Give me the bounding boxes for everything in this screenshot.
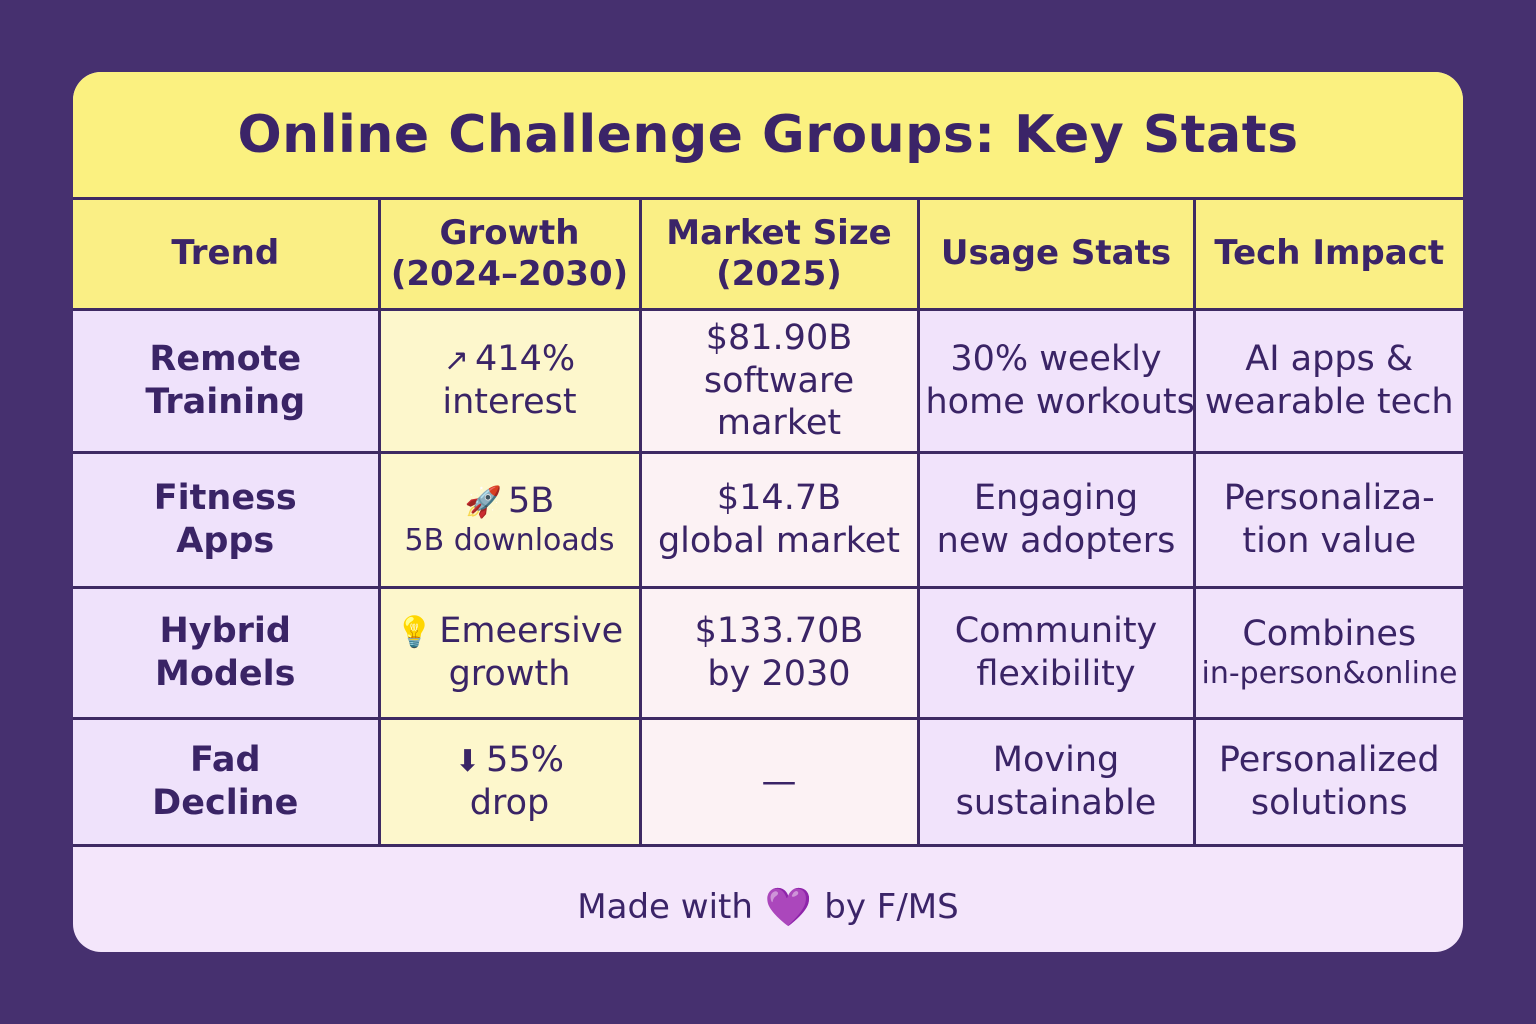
- heart-icon: 💜: [764, 884, 813, 929]
- table-row-fitness-apps: Fitness Apps 🚀 5B 5B downloads $14.7B glo…: [73, 451, 1463, 589]
- header-market-size: Market Size (2025): [638, 197, 920, 311]
- usage-cell: Community flexibility: [916, 586, 1196, 720]
- arrow-down-icon: ⬇: [455, 744, 481, 780]
- growth-cell: ↗ 414% interest: [377, 308, 642, 454]
- page-title: Online Challenge Groups: Key Stats: [237, 104, 1299, 165]
- growth-cell: ⬇ 55% drop: [377, 717, 642, 847]
- lightbulb-icon: 💡: [395, 615, 434, 651]
- usage-cell: Engaging new adopters: [916, 451, 1196, 589]
- header-growth: Growth (2024–2030): [377, 197, 642, 311]
- table-row-fad-decline: Fad Decline ⬇ 55% drop — Moving sustainab…: [73, 717, 1463, 847]
- tech-cell: AI apps & wearable tech: [1192, 308, 1463, 454]
- header-row: Trend Growth (2024–2030) Market Size (20…: [73, 197, 1463, 311]
- usage-cell: 30% weekly home workouts: [916, 308, 1196, 454]
- header-trend: Trend: [73, 197, 381, 311]
- usage-cell: Moving sustainable: [916, 717, 1196, 847]
- footer-suffix: by F/MS: [824, 887, 959, 927]
- footer-credit: Made with 💜 by F/MS: [73, 862, 1463, 952]
- trend-cell: Remote Training: [73, 308, 381, 454]
- header-usage-stats: Usage Stats: [916, 197, 1196, 311]
- footer-prefix: Made with: [577, 887, 753, 927]
- market-cell: $81.90B software market: [638, 308, 920, 454]
- tech-cell: Personaliza- tion value: [1192, 451, 1463, 589]
- growth-cell: 💡 Emeersive growth: [377, 586, 642, 720]
- market-cell: $133.70B by 2030: [638, 586, 920, 720]
- trend-cell: Fad Decline: [73, 717, 381, 847]
- trend-cell: Hybrid Models: [73, 586, 381, 720]
- stats-table: Trend Growth (2024–2030) Market Size (20…: [73, 197, 1463, 847]
- rocket-icon: 🚀: [464, 485, 503, 521]
- tech-cell: Combines in-person&online: [1192, 586, 1463, 720]
- arrow-up-right-icon: ↗: [443, 343, 470, 379]
- table-row-remote-training: Remote Training ↗ 414% interest $81.90B s…: [73, 308, 1463, 454]
- growth-cell: 🚀 5B 5B downloads: [377, 451, 642, 589]
- title-bar: Online Challenge Groups: Key Stats: [73, 72, 1463, 197]
- table-row-hybrid-models: Hybrid Models 💡 Emeersive growth $133.70B…: [73, 586, 1463, 720]
- market-cell: $14.7B global market: [638, 451, 920, 589]
- trend-cell: Fitness Apps: [73, 451, 381, 589]
- header-tech-impact: Tech Impact: [1192, 197, 1463, 311]
- stats-card: Online Challenge Groups: Key Stats Trend…: [73, 72, 1463, 952]
- market-cell: —: [638, 717, 920, 847]
- tech-cell: Personalized solutions: [1192, 717, 1463, 847]
